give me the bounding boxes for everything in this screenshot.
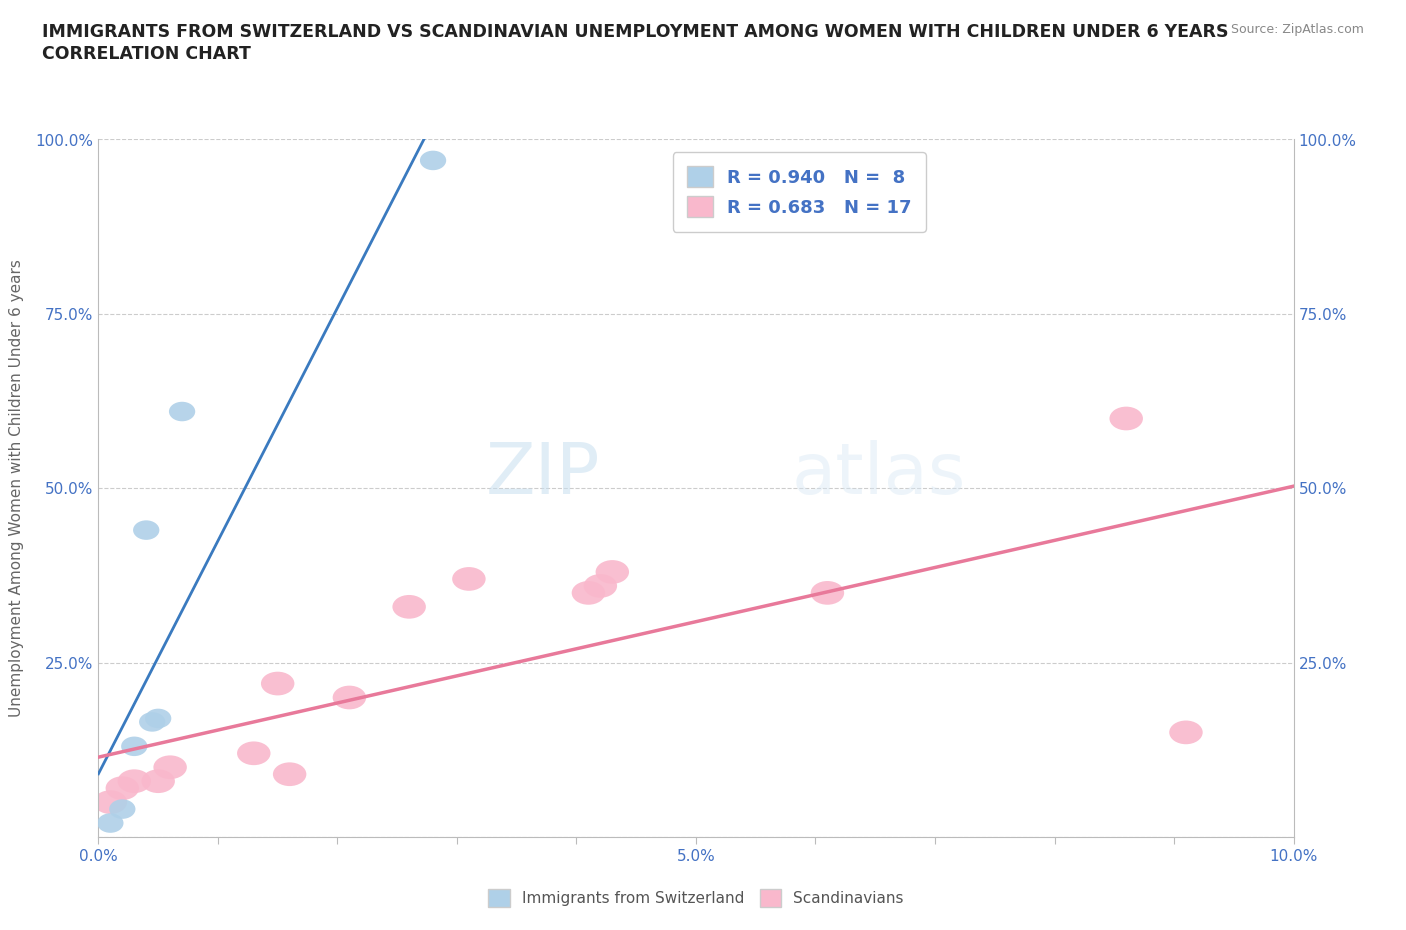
Ellipse shape <box>583 574 617 598</box>
Ellipse shape <box>139 712 166 732</box>
Y-axis label: Unemployment Among Women with Children Under 6 years: Unemployment Among Women with Children U… <box>10 259 24 717</box>
Ellipse shape <box>169 402 195 421</box>
Text: Source: ZipAtlas.com: Source: ZipAtlas.com <box>1230 23 1364 36</box>
Ellipse shape <box>420 151 446 170</box>
Ellipse shape <box>273 763 307 786</box>
Ellipse shape <box>333 685 366 710</box>
Ellipse shape <box>121 737 148 756</box>
Ellipse shape <box>453 567 485 591</box>
Text: IMMIGRANTS FROM SWITZERLAND VS SCANDINAVIAN UNEMPLOYMENT AMONG WOMEN WITH CHILDR: IMMIGRANTS FROM SWITZERLAND VS SCANDINAV… <box>42 23 1229 41</box>
Ellipse shape <box>153 755 187 779</box>
Ellipse shape <box>238 741 270 765</box>
Ellipse shape <box>134 521 159 539</box>
Ellipse shape <box>145 709 172 728</box>
Text: atlas: atlas <box>792 440 966 509</box>
Ellipse shape <box>262 671 294 696</box>
Ellipse shape <box>392 595 426 618</box>
Ellipse shape <box>105 777 139 800</box>
Ellipse shape <box>110 800 135 819</box>
Ellipse shape <box>142 769 174 793</box>
Ellipse shape <box>1170 721 1202 744</box>
Text: ZIP: ZIP <box>486 440 600 509</box>
Ellipse shape <box>596 560 628 584</box>
Ellipse shape <box>1109 406 1143 431</box>
Ellipse shape <box>572 581 605 604</box>
Ellipse shape <box>118 769 150 793</box>
Ellipse shape <box>811 581 844 604</box>
Text: CORRELATION CHART: CORRELATION CHART <box>42 45 252 62</box>
Ellipse shape <box>94 790 127 814</box>
Legend: Immigrants from Switzerland, Scandinavians: Immigrants from Switzerland, Scandinavia… <box>482 884 910 913</box>
Ellipse shape <box>97 813 124 833</box>
